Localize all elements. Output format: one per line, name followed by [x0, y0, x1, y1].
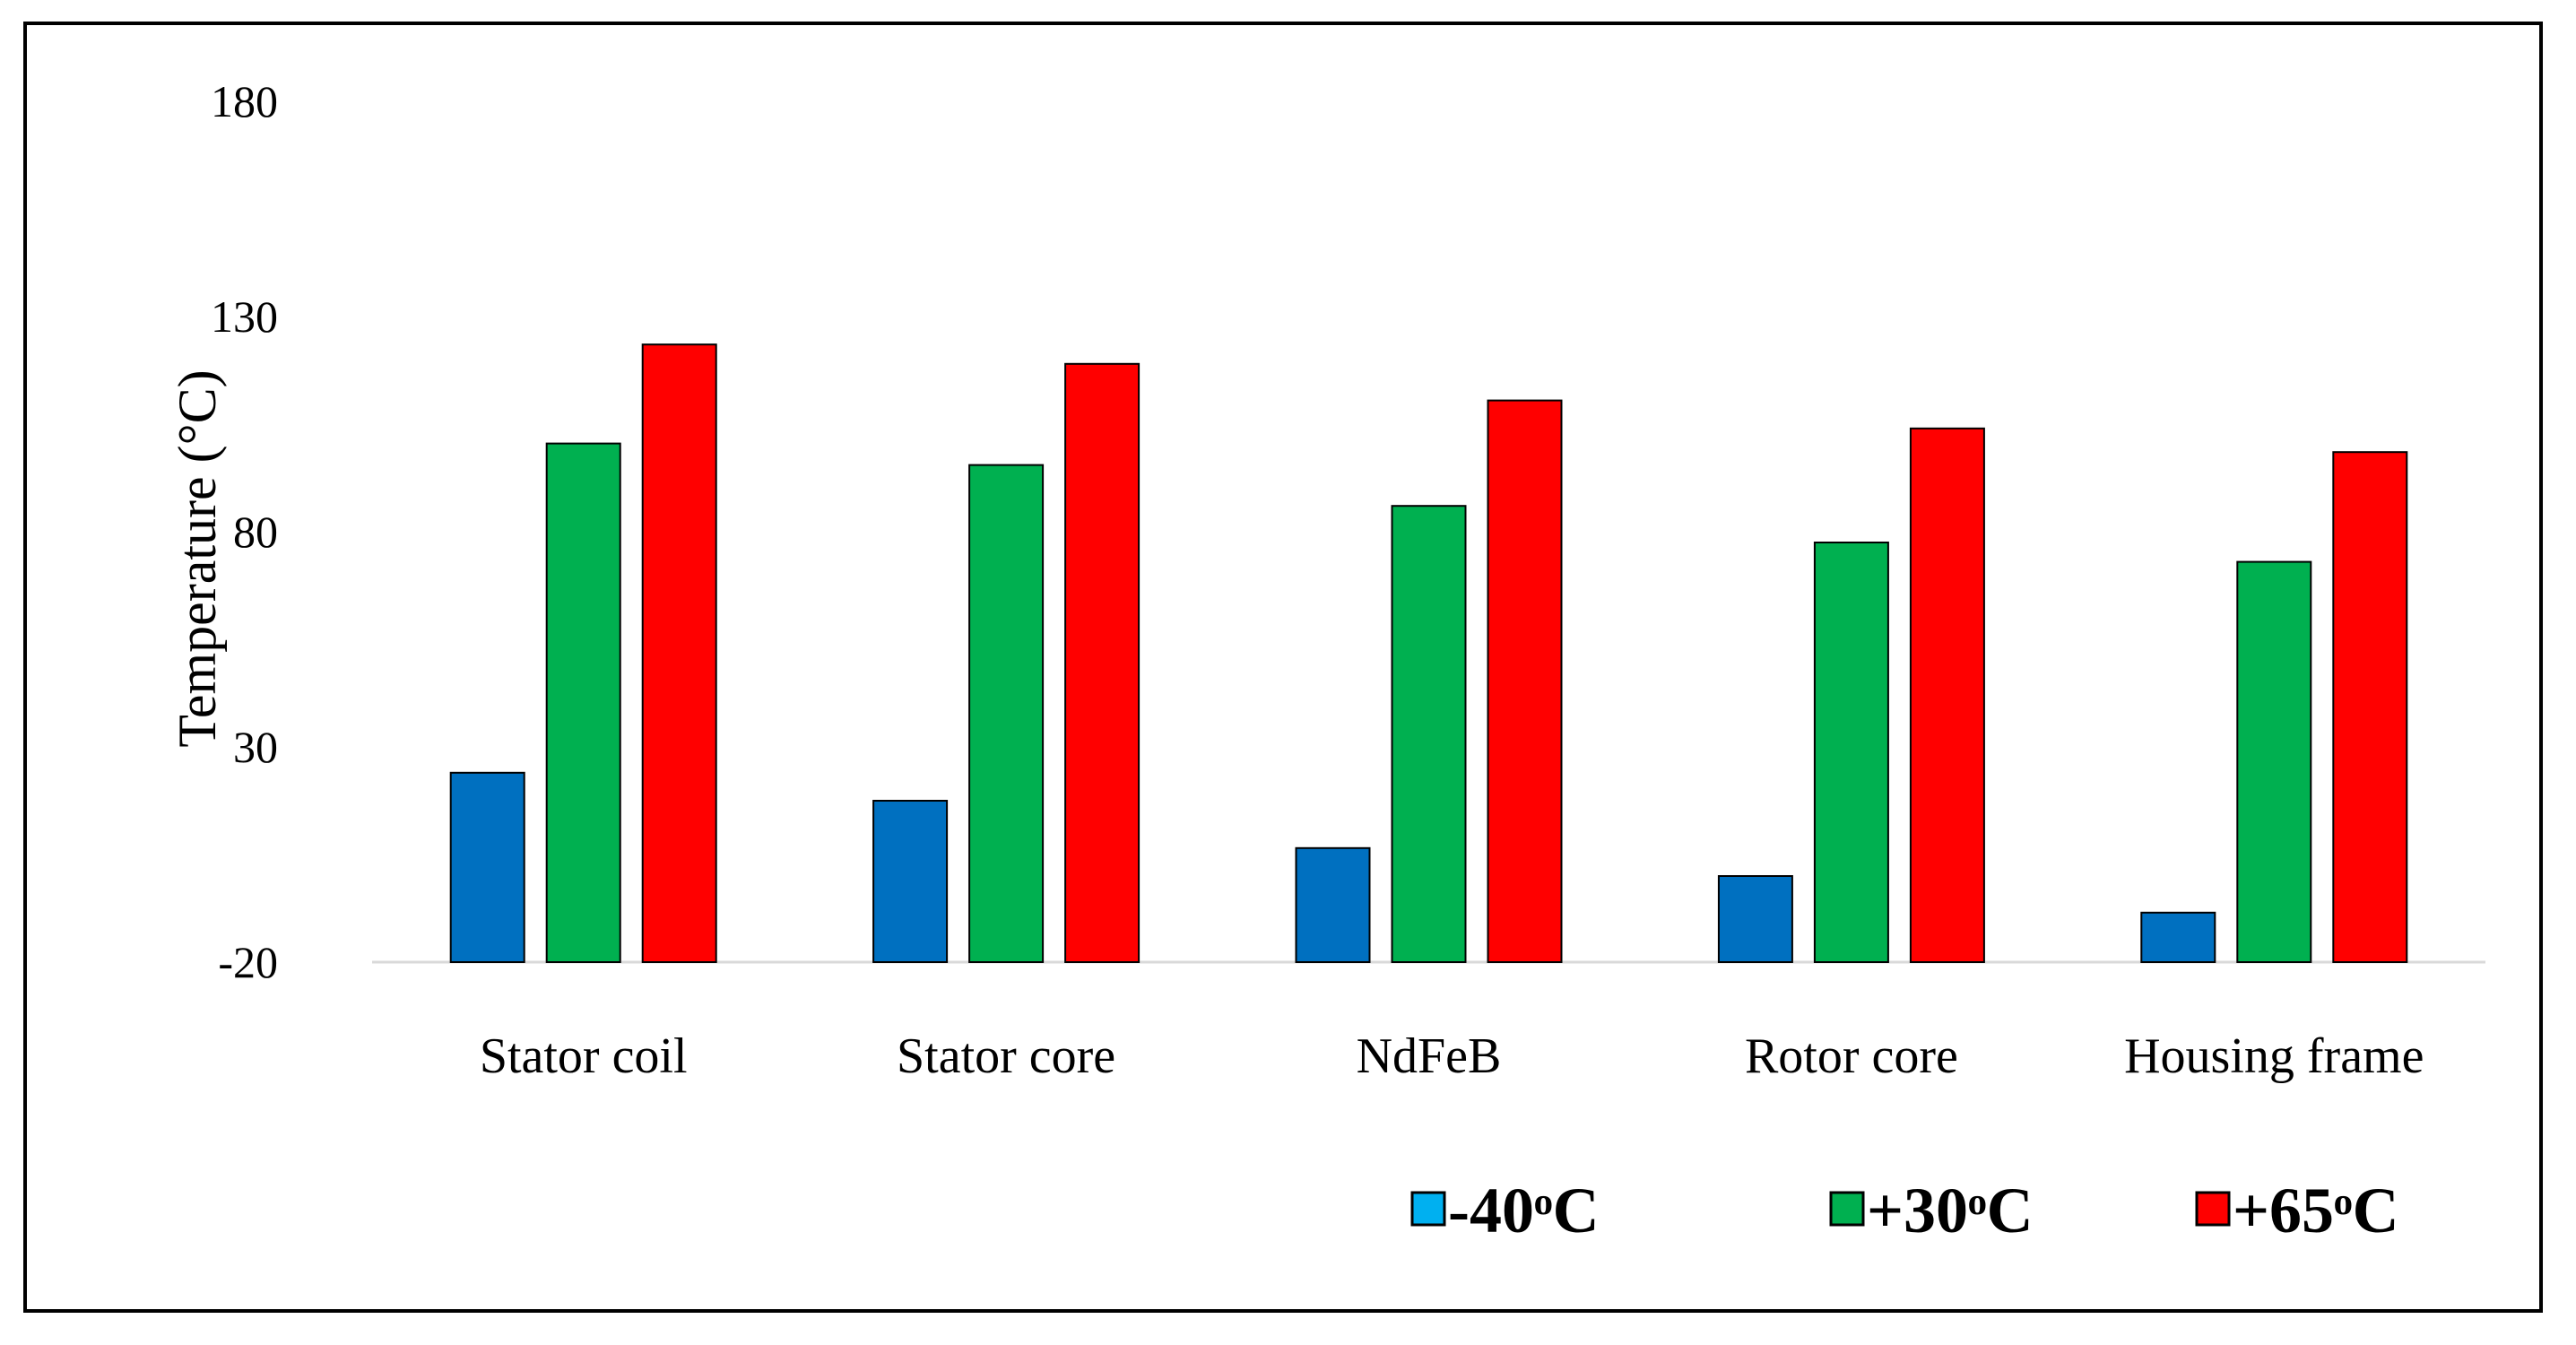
legend-label: +65ᵒC [2233, 1175, 2399, 1246]
y-axis-ticks: -20 30 80 130 180 [211, 76, 278, 987]
bar [1295, 846, 1371, 963]
bar-chart: Temperature (°C) -20 30 80 130 180 Stator co… [168, 76, 2485, 1246]
bar-series [449, 343, 2408, 964]
bar [1391, 505, 1467, 963]
x-category-label: Stator core [897, 1028, 1115, 1084]
bar [1909, 427, 1985, 963]
bar [1487, 399, 1563, 964]
legend-label: -40ᵒC [1448, 1175, 1600, 1246]
x-category-label: NdFeB [1357, 1028, 1502, 1084]
bar [545, 442, 621, 964]
bar [2140, 911, 2216, 963]
bar [1717, 875, 1793, 963]
y-tick-label: 130 [211, 291, 278, 342]
chart-frame: Temperature (°C) -20 30 80 130 180 Stator co… [23, 22, 2543, 1313]
bar [641, 343, 717, 963]
y-tick-label: -20 [218, 937, 278, 987]
bar [449, 771, 525, 963]
bar [2236, 560, 2312, 963]
x-category-label: Rotor core [1745, 1028, 1958, 1084]
bar [2332, 451, 2408, 963]
legend-swatch [2195, 1191, 2231, 1227]
bar [1813, 542, 1889, 963]
x-category-label: Stator coil [480, 1028, 688, 1084]
legend-item: +30ᵒC [1829, 1175, 2034, 1246]
y-tick-label: 80 [233, 507, 278, 557]
legend-swatch [1829, 1191, 1865, 1227]
legend-item: +65ᵒC [2195, 1175, 2399, 1246]
y-tick-label: 30 [233, 722, 278, 772]
y-axis-title: Temperature (°C) [168, 369, 227, 747]
legend-label: +30ᵒC [1867, 1175, 2034, 1246]
x-axis-categories: Stator coil Stator core NdFeB Rotor core Hou… [480, 1028, 2424, 1084]
bar [968, 464, 1045, 964]
legend-swatch [1410, 1191, 1446, 1227]
y-tick-label: 180 [211, 76, 278, 126]
y-axis-label: Temperature (°C) [168, 369, 227, 747]
bar [1064, 362, 1141, 963]
x-category-label: Housing frame [2124, 1028, 2424, 1084]
legend-item: -40ᵒC [1410, 1175, 1600, 1246]
legend: -40ᵒC +30ᵒC +65ᵒC [1410, 1175, 2399, 1246]
bar [872, 800, 949, 963]
